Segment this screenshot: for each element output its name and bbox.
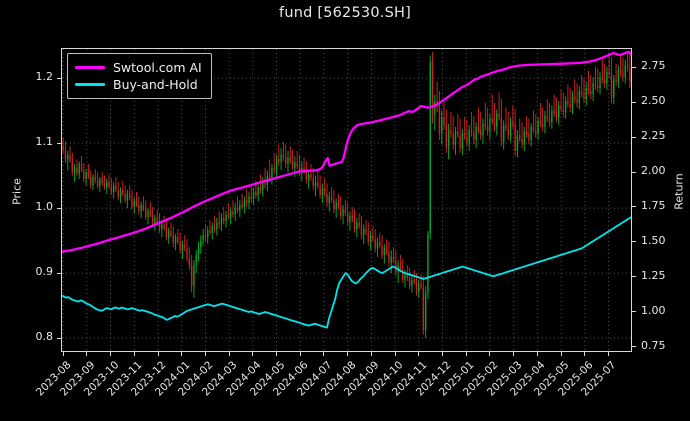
y-tick-label-left: 0.9 <box>35 265 54 279</box>
x-tick <box>181 352 183 356</box>
y-tick-right <box>632 136 636 138</box>
y-tick-right <box>632 276 636 278</box>
y-tick-left <box>57 207 61 209</box>
x-tick <box>252 352 254 356</box>
x-tick <box>465 352 467 356</box>
x-tick <box>157 352 159 356</box>
legend-label-buy-hold: Buy-and-Hold <box>113 77 198 92</box>
legend-label-ai: Swtool.com AI <box>113 60 202 75</box>
buy-and-hold-line <box>62 216 631 329</box>
y-tick-label-right: 2.75 <box>641 59 666 73</box>
y-tick-label-left: 1.2 <box>35 70 54 84</box>
y-tick-label-right: 1.25 <box>641 268 666 282</box>
y-tick-right <box>632 346 636 348</box>
x-tick <box>323 352 325 356</box>
x-tick <box>607 352 609 356</box>
candlestick-series <box>62 50 631 339</box>
legend-item-buy-hold: Buy-and-Hold <box>75 76 202 93</box>
x-tick <box>560 352 562 356</box>
y-tick-right <box>632 171 636 173</box>
y-tick-label-right: 2.00 <box>641 164 666 178</box>
legend-swatch-buy-hold <box>75 83 105 86</box>
x-tick <box>133 352 135 356</box>
y-tick-right <box>632 311 636 313</box>
x-tick <box>299 352 301 356</box>
y-tick-left <box>57 142 61 144</box>
x-tick <box>370 352 372 356</box>
y-tick-label-right: 1.75 <box>641 198 666 212</box>
x-tick <box>442 352 444 356</box>
swtool-ai-line <box>62 50 631 253</box>
x-tick <box>347 352 349 356</box>
x-tick <box>62 352 64 356</box>
x-tick <box>276 352 278 356</box>
y-tick-right <box>632 206 636 208</box>
chart-legend: Swtool.com AI Buy-and-Hold <box>67 53 212 99</box>
x-tick <box>394 352 396 356</box>
plot-canvas <box>62 49 631 351</box>
x-tick <box>489 352 491 356</box>
y-tick-label-left: 1.1 <box>35 135 54 149</box>
y-tick-left <box>57 272 61 274</box>
y-tick-label-right: 1.50 <box>641 233 666 247</box>
x-tick <box>513 352 515 356</box>
y-tick-left <box>57 337 61 339</box>
x-tick <box>86 352 88 356</box>
x-tick <box>228 352 230 356</box>
y-tick-label-left: 0.8 <box>35 330 54 343</box>
y-tick-right <box>632 241 636 243</box>
chart-title: fund [562530.SH] <box>279 5 411 21</box>
y-tick-label-right: 1.00 <box>641 303 666 317</box>
y-tick-label-right: 2.50 <box>641 94 666 108</box>
legend-swatch-ai <box>75 66 105 69</box>
y-tick-label-right: 2.25 <box>641 129 666 143</box>
y-tick-label-right: 0.75 <box>641 338 666 352</box>
x-tick <box>584 352 586 356</box>
x-tick <box>204 352 206 356</box>
y-tick-left <box>57 77 61 79</box>
y-tick-right <box>632 101 636 103</box>
x-tick <box>418 352 420 356</box>
x-tick <box>110 352 112 356</box>
plot-area <box>61 48 632 352</box>
x-tick <box>536 352 538 356</box>
y-tick-label-left: 1.0 <box>35 200 54 214</box>
legend-item-ai: Swtool.com AI <box>75 59 202 76</box>
y-tick-right <box>632 66 636 68</box>
